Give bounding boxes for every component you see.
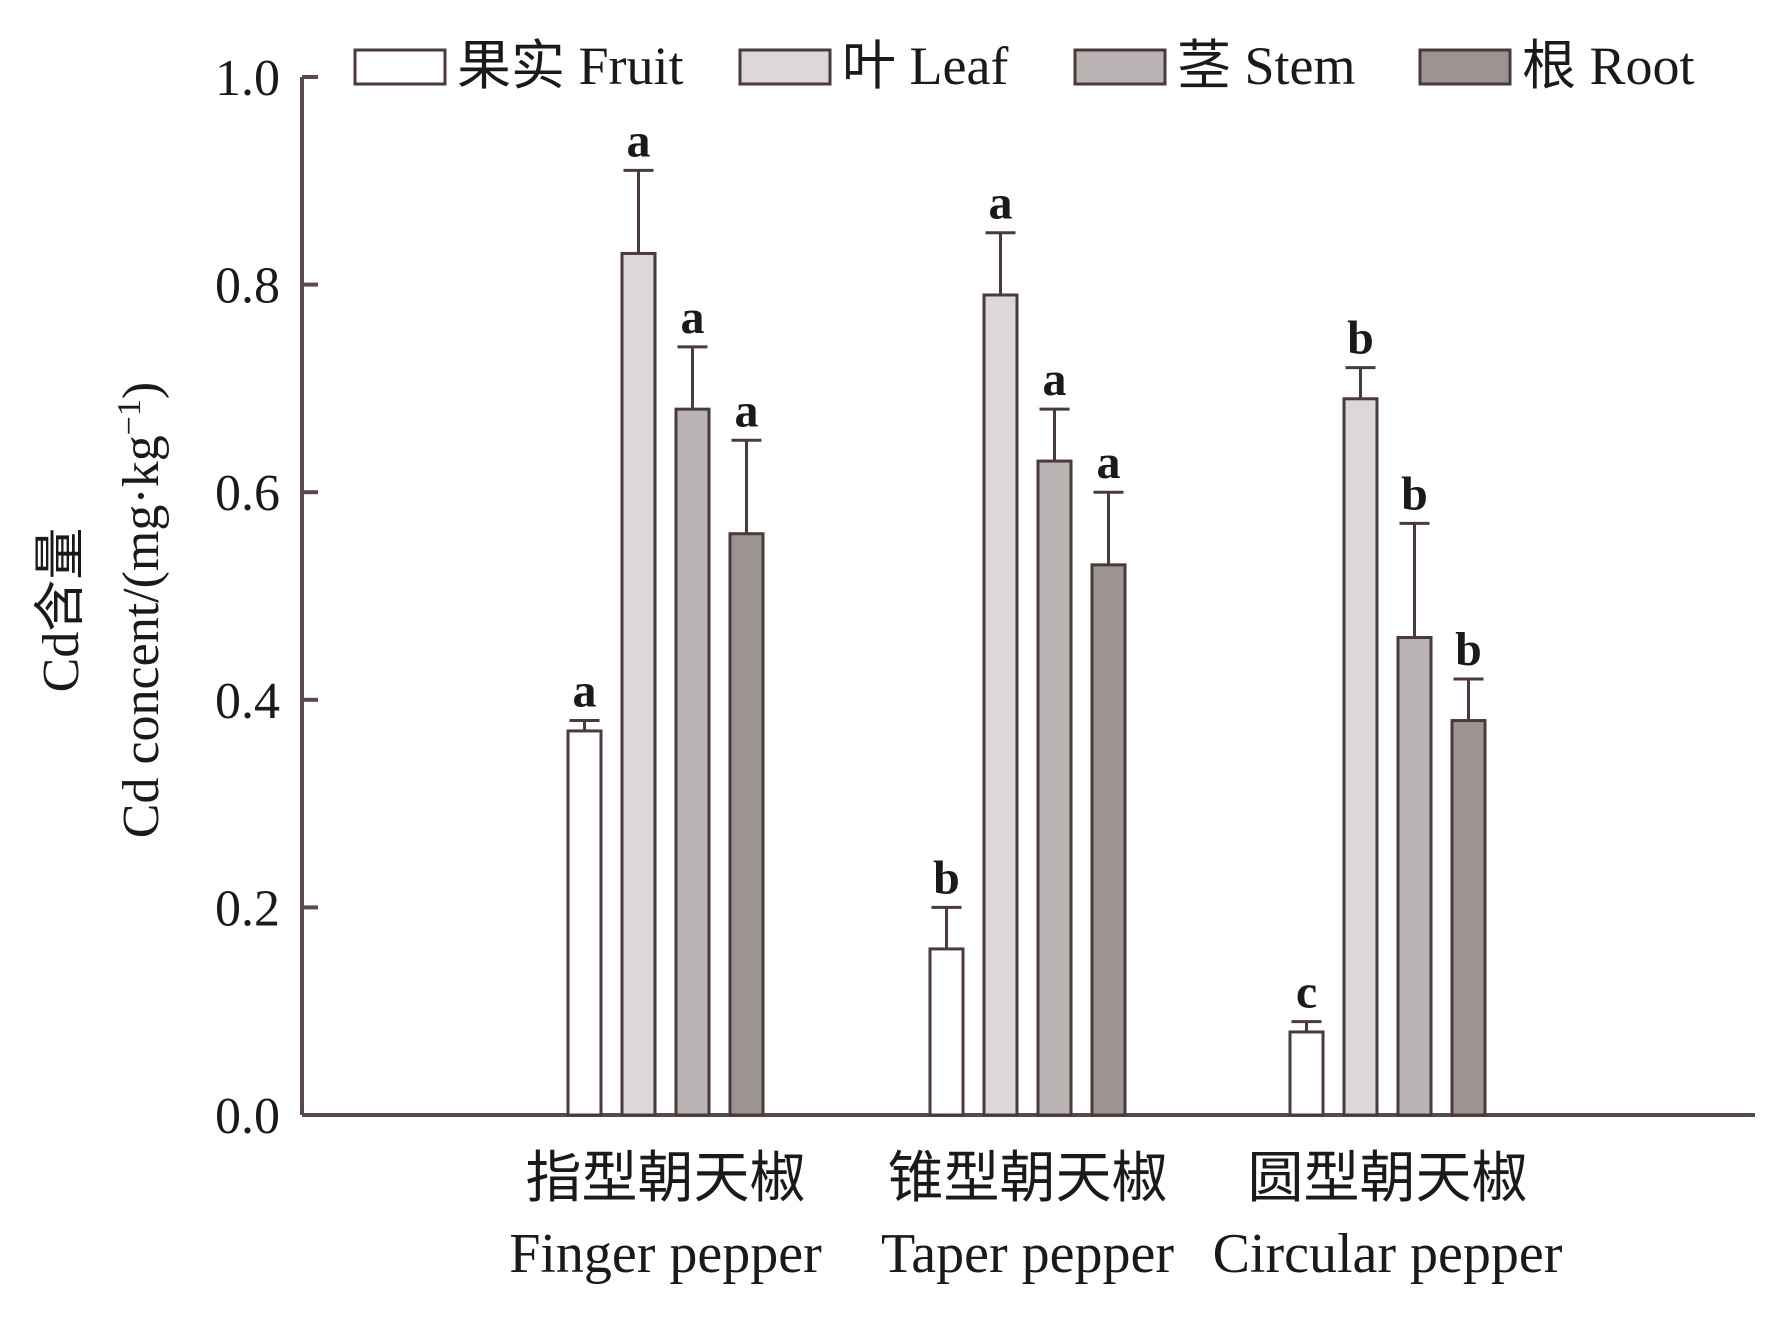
legend-label-stem: 茎 Stem bbox=[1177, 36, 1356, 96]
bar-stem bbox=[674, 407, 711, 1117]
category-label-zh: 指型朝天椒 bbox=[526, 1148, 806, 1210]
y-tick-label: 0.6 bbox=[215, 465, 280, 522]
significance-letter: a bbox=[989, 177, 1013, 230]
bar-root bbox=[728, 532, 765, 1117]
significance-letter: a bbox=[735, 384, 759, 437]
significance-letter: b bbox=[1401, 467, 1428, 520]
legend-swatch-stem bbox=[1073, 48, 1167, 86]
y-axis-label-zh: Cd含量 bbox=[33, 528, 90, 693]
y-tick-label: 0.4 bbox=[215, 673, 280, 730]
legend-label-fruit: 果实 Fruit bbox=[457, 36, 684, 96]
bar-leaf bbox=[620, 251, 657, 1117]
y-tick-label: 0.2 bbox=[215, 880, 280, 937]
significance-letter: a bbox=[573, 665, 597, 718]
y-tick-label: 0.0 bbox=[215, 1088, 280, 1145]
category-label-en: Taper pepper bbox=[881, 1223, 1174, 1285]
legend-swatch-fruit bbox=[353, 48, 447, 86]
category-label-en: Finger pepper bbox=[509, 1223, 822, 1285]
legend-label-root: 根 Root bbox=[1522, 36, 1695, 96]
y-axis-label-superscript: −1 bbox=[111, 399, 148, 435]
significance-letter: b bbox=[933, 851, 960, 904]
significance-letter: a bbox=[1097, 436, 1121, 489]
legend-label-leaf: 叶 Leaf bbox=[842, 36, 1008, 96]
significance-letter: a bbox=[681, 291, 705, 344]
significance-letter: b bbox=[1455, 623, 1482, 676]
bar-fruit bbox=[928, 947, 965, 1117]
y-axis-label: Cd含量 Cd concent/(mg·kg−1) bbox=[33, 382, 170, 838]
significance-letter: c bbox=[1296, 966, 1317, 1019]
category-labels: 指型朝天椒 Finger pepper 锥型朝天椒 Taper pepper 圆型朝天椒… bbox=[509, 1148, 1563, 1285]
bar-fruit bbox=[1288, 1030, 1325, 1117]
legend-swatch-leaf bbox=[738, 48, 832, 86]
axes: 0.0 0.2 0.4 0.6 0.8 1.0 bbox=[215, 50, 1755, 1145]
significance-letter: a bbox=[1043, 353, 1067, 406]
bar-leaf bbox=[1342, 397, 1379, 1117]
bar-stem bbox=[1396, 636, 1433, 1117]
category-label-en: Circular pepper bbox=[1213, 1223, 1563, 1285]
legend: 果实 Fruit 叶 Leaf 茎 Stem 根 Root bbox=[353, 36, 1695, 96]
category-label-zh: 锥型朝天椒 bbox=[888, 1148, 1168, 1210]
bar-leaf bbox=[982, 293, 1019, 1117]
bar-stem bbox=[1036, 459, 1073, 1117]
y-axis-label-main: Cd concent/(mg·kg bbox=[113, 435, 170, 838]
legend-swatch-root bbox=[1418, 48, 1512, 86]
y-axis-label-en: Cd concent/(mg·kg−1) bbox=[111, 382, 170, 838]
y-tick-label: 0.8 bbox=[215, 258, 280, 315]
significance-letter: a bbox=[627, 114, 651, 167]
y-axis-label-close: ) bbox=[113, 382, 170, 399]
bar-fruit bbox=[566, 729, 603, 1117]
category-label-zh: 圆型朝天椒 bbox=[1248, 1148, 1528, 1210]
bar-root bbox=[1450, 719, 1487, 1117]
bar-root bbox=[1090, 563, 1127, 1117]
significance-letter: b bbox=[1347, 312, 1374, 365]
y-tick-label: 1.0 bbox=[215, 50, 280, 107]
